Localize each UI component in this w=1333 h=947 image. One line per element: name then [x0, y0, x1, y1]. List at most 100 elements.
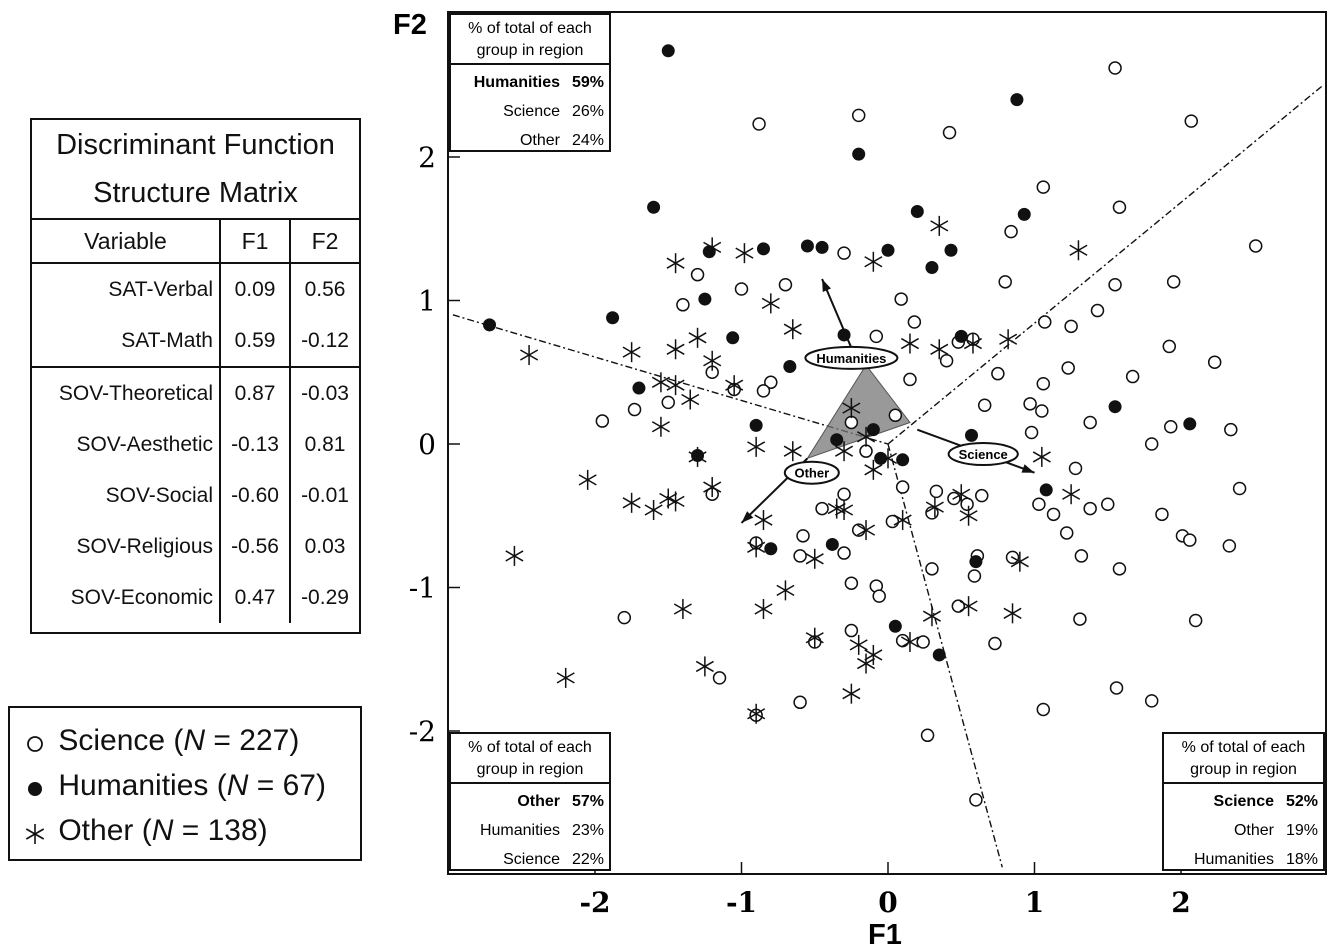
science-point: [967, 569, 982, 583]
other-point: [805, 627, 824, 648]
science-point: [793, 695, 807, 710]
science-point: [595, 414, 610, 428]
humanities-point: [932, 648, 946, 662]
region-box-percent: 19%: [1286, 822, 1318, 839]
science-point: [1036, 702, 1051, 717]
science-point: [844, 415, 859, 430]
legend-label: Humanities: [58, 769, 209, 802]
legend-label: Other: [58, 814, 134, 847]
other-point: [754, 599, 773, 620]
group-vector-label: Other: [794, 466, 829, 481]
region-box-percent: 52%: [1286, 793, 1318, 810]
other-point: [747, 703, 766, 724]
science-point: [951, 599, 966, 613]
science-point: [1155, 507, 1169, 522]
science-point: [712, 671, 727, 685]
science-point: [872, 589, 886, 603]
humanities-point: [825, 537, 839, 551]
other-point: [963, 333, 983, 354]
science-point: [851, 108, 866, 123]
science-point: [1083, 415, 1097, 430]
science-point: [627, 402, 642, 417]
plot-frame: [447, 11, 1327, 875]
science-point: [734, 282, 749, 296]
science-point: [1101, 497, 1115, 512]
table-row: SOV-Religious -0.56 0.03: [32, 521, 359, 572]
other-point: [578, 469, 597, 490]
matrix-variable: SOV-Aesthetic: [76, 432, 213, 456]
matrix-title-line2: Structure Matrix: [93, 177, 298, 209]
matrix-f1-value: 0.09: [219, 263, 290, 315]
other-point: [666, 375, 685, 396]
x-tick-label: -2: [579, 886, 610, 919]
science-point: [844, 576, 859, 590]
table-row: SOV-Theoretical 0.87 -0.03: [32, 366, 359, 419]
science-point: [1184, 114, 1199, 128]
region-box-group: Science: [1214, 793, 1275, 810]
other-point: [1010, 551, 1029, 572]
region-boundary-line: [452, 314, 889, 445]
table-row: SAT-Verbal 0.09 0.56: [32, 263, 359, 315]
science-point: [1046, 507, 1061, 522]
science-point: [1108, 277, 1122, 292]
matrix-variable: SOV-Economic: [70, 585, 213, 609]
science-point: [1188, 613, 1203, 628]
matrix-header-f2: F2: [289, 218, 359, 264]
table-row: SOV-Social -0.60 -0.01: [32, 470, 359, 521]
science-point: [1064, 319, 1078, 334]
science-point: [1073, 612, 1087, 626]
matrix-f2-value: -0.01: [289, 470, 359, 521]
other-point: [688, 327, 707, 348]
science-point: [1125, 369, 1140, 384]
other-point: [952, 484, 971, 505]
matrix-f2-value: -0.29: [289, 572, 359, 623]
science-point: [859, 444, 873, 458]
science-point: [903, 372, 917, 387]
science-point: [1061, 361, 1075, 375]
other-point: [922, 606, 941, 627]
table-row: SOV-Aesthetic -0.13 0.81: [32, 419, 359, 470]
other-point: [783, 441, 802, 462]
science-point: [1207, 355, 1222, 369]
table-row: SOV-Economic 0.47 -0.29: [32, 572, 359, 623]
other-point: [842, 398, 861, 419]
other-point: [666, 253, 685, 274]
science-point: [778, 277, 793, 292]
y-tick-label: -1: [409, 572, 436, 605]
humanities-point: [830, 433, 844, 447]
region-box-header: group in region: [477, 42, 584, 59]
matrix-variable: SAT-Verbal: [108, 277, 213, 301]
region-box-header: % of total of each: [1182, 739, 1306, 756]
science-point: [1036, 376, 1051, 391]
matrix-f1-value: 0.59: [219, 315, 290, 367]
other-point: [651, 416, 670, 437]
science-point: [1112, 562, 1127, 576]
matrix-f1-value: 0.87: [219, 366, 290, 419]
science-point: [1090, 303, 1105, 318]
other-point: [651, 372, 670, 393]
other-point: [856, 520, 876, 541]
humanities-point: [632, 381, 646, 395]
other-point: [703, 237, 722, 258]
matrix-variable: SOV-Religious: [76, 534, 213, 558]
legend-item-other: Other (N = 138): [10, 808, 360, 853]
y-tick-label: 1: [418, 285, 436, 318]
legend-label: Science: [58, 724, 166, 757]
humanities-point: [726, 331, 740, 345]
region-box-group: Humanities: [480, 822, 560, 839]
other-point: [666, 339, 685, 360]
matrix-f1-value: -0.56: [219, 521, 290, 572]
science-point: [752, 117, 766, 131]
x-tick-label: 2: [1171, 886, 1190, 919]
science-point: [907, 315, 922, 329]
science-point: [1024, 425, 1039, 440]
region-box-top-left: % of total of each group in region Humanit…: [449, 13, 611, 152]
humanities-point: [910, 205, 924, 219]
matrix-f2-value: 0.03: [289, 521, 359, 572]
humanities-point: [874, 451, 888, 465]
science-point: [1144, 694, 1159, 708]
science-point: [1166, 275, 1181, 289]
humanities-point: [698, 292, 712, 306]
legend: Science (N = 227) Humanities (N = 67) Ot…: [8, 706, 362, 861]
